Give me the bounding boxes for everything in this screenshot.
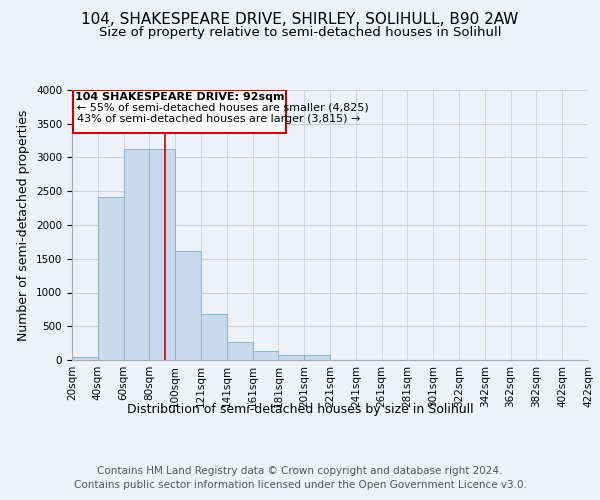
FancyBboxPatch shape (73, 90, 286, 133)
Bar (149, 148, 175, 360)
Text: 43% of semi-detached houses are larger (3,815) →: 43% of semi-detached houses are larger (… (77, 114, 361, 124)
Bar (124, 148, 149, 360)
Bar (253, 351, 278, 360)
Bar (278, 354, 304, 360)
Bar (201, 314, 227, 360)
Text: ← 55% of semi-detached houses are smaller (4,825): ← 55% of semi-detached houses are smalle… (77, 103, 369, 113)
Y-axis label: Number of semi-detached properties: Number of semi-detached properties (17, 110, 31, 340)
Text: 104, SHAKESPEARE DRIVE, SHIRLEY, SOLIHULL, B90 2AW: 104, SHAKESPEARE DRIVE, SHIRLEY, SOLIHUL… (82, 12, 518, 28)
Text: Contains public sector information licensed under the Open Government Licence v3: Contains public sector information licen… (74, 480, 526, 490)
Text: Distribution of semi-detached houses by size in Solihull: Distribution of semi-detached houses by … (127, 402, 473, 415)
Text: 104 SHAKESPEARE DRIVE: 92sqm: 104 SHAKESPEARE DRIVE: 92sqm (75, 92, 284, 102)
Bar (98, 196, 124, 360)
Bar (72, 356, 98, 360)
Text: Contains HM Land Registry data © Crown copyright and database right 2024.: Contains HM Land Registry data © Crown c… (97, 466, 503, 476)
Bar (304, 354, 330, 360)
Bar (227, 342, 253, 360)
Text: Size of property relative to semi-detached houses in Solihull: Size of property relative to semi-detach… (99, 26, 501, 39)
Bar (175, 250, 201, 360)
